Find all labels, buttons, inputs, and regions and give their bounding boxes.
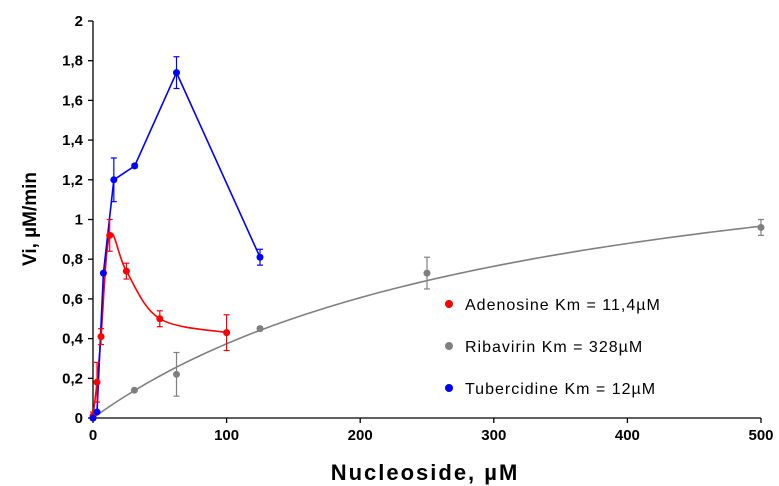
y-tick-label: 0 [75,410,83,427]
legend-marker [445,342,453,350]
data-point [256,253,264,261]
legend-marker [445,384,453,392]
x-tick-label: 300 [481,427,506,444]
data-point [173,69,180,77]
data-point [89,414,97,422]
data-point [223,329,231,337]
y-tick-labels: 0 0,2 0,4 0,6 0,8 1 1,2 1,4 1,6 1,8 2 [62,13,84,427]
data-point [156,315,164,323]
data-point [106,231,114,239]
y-tick-label: 1,6 [62,92,83,109]
data-point [99,269,107,277]
legend-marker [445,300,453,308]
x-axis-title: Nucleoside, µM [331,460,520,485]
data-point [110,176,118,184]
y-tick-label: 0,4 [62,331,84,348]
axes [88,20,762,423]
series-lines [92,70,762,419]
y-tick-label: 0,6 [62,291,83,308]
x-tick-label: 500 [748,427,773,444]
series-line [92,225,762,419]
x-tick-label: 400 [615,427,640,444]
data-point [256,325,264,333]
data-point [173,370,180,378]
data-point [131,162,139,170]
data-point [93,408,101,416]
x-tick-labels: 0 100 200 300 400 500 [89,427,774,444]
y-axis-title: Vi, µM/min [20,172,41,266]
data-point [122,267,130,275]
data-point [97,333,105,341]
data-point [130,386,138,394]
legend-label: Tubercidine Km = 12µM [465,381,656,398]
data-points [89,69,765,422]
legend-label: Adenosine Km = 11,4µM [465,297,661,314]
x-tick-label: 200 [348,427,373,444]
legend: Adenosine Km = 11,4µM Ribavirin Km = 328µ… [445,297,661,398]
data-point [757,223,765,231]
y-tick-label: 0,2 [62,370,83,387]
y-tick-label: 1,2 [62,172,83,189]
y-tick-label: 1,4 [62,132,84,149]
x-tick-label: 0 [89,427,97,444]
y-tick-label: 1 [75,212,83,229]
y-tick-label: 2 [75,13,83,30]
y-tick-label: 0,8 [62,251,83,268]
y-tick-label: 1,8 [62,53,83,70]
x-tick-label: 100 [214,427,239,444]
data-point [423,269,431,277]
legend-label: Ribavirin Km = 328µM [465,339,643,356]
data-point [93,378,101,386]
